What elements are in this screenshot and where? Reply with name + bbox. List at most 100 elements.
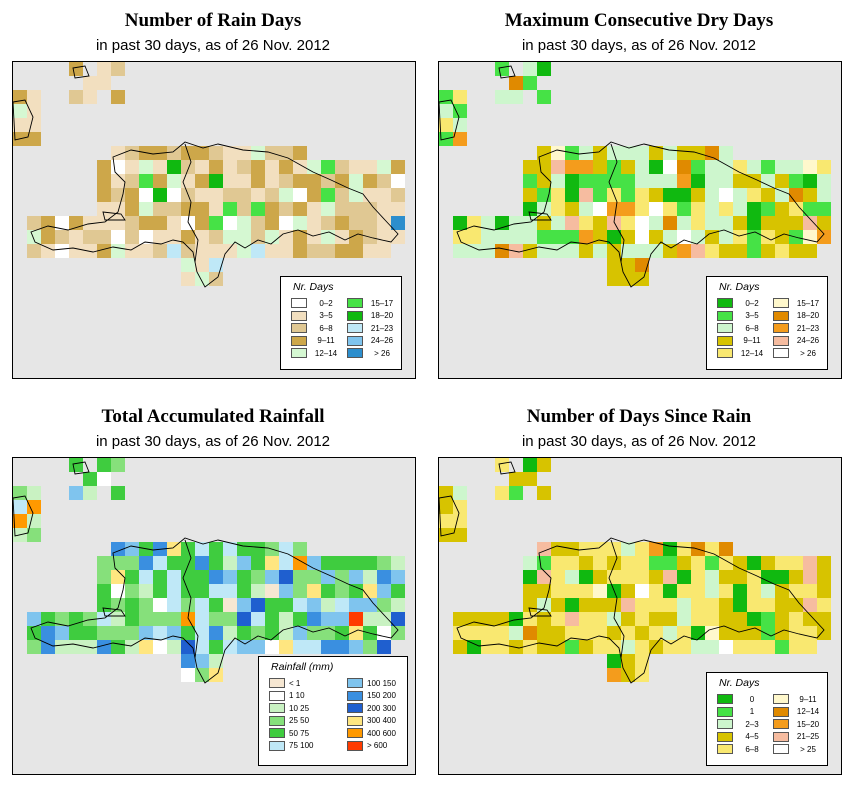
raster-cell: [537, 612, 551, 626]
raster-cell: [321, 216, 335, 230]
raster-cell: [677, 188, 691, 202]
raster-cell: [663, 584, 677, 598]
raster-cell: [635, 570, 649, 584]
raster-cell: [551, 146, 565, 160]
raster-cell: [551, 188, 565, 202]
legend: Rainfall (mm) < 1 1 10 10 25 25 50 50 75 75 1…: [258, 656, 408, 766]
raster-cell: [279, 174, 293, 188]
raster-cell: [621, 230, 635, 244]
raster-cell: [69, 230, 83, 244]
raster-cell: [537, 570, 551, 584]
raster-cell: [579, 216, 593, 230]
raster-cell: [551, 202, 565, 216]
raster-cell: [335, 584, 349, 598]
raster-cell: [307, 188, 321, 202]
legend-label: 2–3: [745, 719, 759, 729]
raster-cell: [705, 598, 719, 612]
raster-cell: [153, 216, 167, 230]
raster-cell: [111, 458, 125, 472]
raster-cell: [363, 244, 377, 258]
raster-cell: [139, 202, 153, 216]
raster-cell: [719, 244, 733, 258]
raster-cell: [209, 598, 223, 612]
raster-cell: [307, 174, 321, 188]
raster-cell: [495, 486, 509, 500]
raster-cell: [139, 640, 153, 654]
raster-cell: [363, 570, 377, 584]
legend-item: 24–26: [773, 335, 823, 348]
raster-cell: [719, 570, 733, 584]
legend-label: 15–20: [796, 719, 820, 729]
raster-cell: [69, 486, 83, 500]
raster-cell: [69, 244, 83, 258]
raster-cell: [705, 160, 719, 174]
raster-cell: [377, 598, 391, 612]
raster-cell: [209, 654, 223, 668]
raster-cell: [293, 188, 307, 202]
raster-cell: [335, 598, 349, 612]
raster-cell: [635, 202, 649, 216]
legend-swatch: [773, 744, 789, 755]
legend-label: 1 10: [289, 691, 305, 701]
raster-cell: [537, 598, 551, 612]
raster-cell: [579, 188, 593, 202]
raster-cell: [537, 626, 551, 640]
raster-cell: [565, 202, 579, 216]
raster-cell: [705, 542, 719, 556]
legend-item: 300 400: [347, 715, 419, 728]
legend-label: 24–26: [370, 336, 394, 346]
raster-cell: [733, 612, 747, 626]
raster-cell: [537, 90, 551, 104]
raster-cell: [349, 640, 363, 654]
raster-cell: [789, 216, 803, 230]
raster-cell: [775, 584, 789, 598]
raster-cell: [635, 188, 649, 202]
raster-cell: [565, 216, 579, 230]
raster-cell: [139, 216, 153, 230]
raster-cell: [27, 626, 41, 640]
raster-cell: [209, 216, 223, 230]
raster-cell: [335, 216, 349, 230]
map-dry-days: [438, 61, 842, 379]
raster-cell: [167, 570, 181, 584]
legend-label: 12–14: [740, 348, 764, 358]
raster-cell: [83, 230, 97, 244]
raster-cell: [593, 230, 607, 244]
raster-cell: [223, 612, 237, 626]
raster-cell: [579, 584, 593, 598]
raster-cell: [237, 598, 251, 612]
raster-cell: [27, 612, 41, 626]
legend-swatch: [773, 323, 789, 334]
raster-cell: [761, 598, 775, 612]
legend-item: 25 50: [269, 715, 341, 728]
raster-cell: [251, 174, 265, 188]
raster-cell: [537, 202, 551, 216]
raster-cell: [111, 598, 125, 612]
raster-cell: [621, 626, 635, 640]
raster-cell: [153, 612, 167, 626]
raster-cell: [125, 202, 139, 216]
raster-cell: [321, 160, 335, 174]
raster-cell: [649, 244, 663, 258]
raster-cell: [663, 160, 677, 174]
raster-cell: [649, 160, 663, 174]
raster-cell: [705, 570, 719, 584]
raster-cell: [551, 556, 565, 570]
raster-cell: [349, 230, 363, 244]
raster-cell: [195, 542, 209, 556]
raster-cell: [181, 230, 195, 244]
legend-swatch: [291, 310, 307, 321]
raster-cell: [593, 570, 607, 584]
raster-cell: [551, 584, 565, 598]
raster-cell: [321, 202, 335, 216]
legend-swatch: [269, 715, 285, 726]
raster-cell: [803, 216, 817, 230]
legend-swatch: [347, 348, 363, 359]
raster-cell: [537, 230, 551, 244]
raster-cell: [125, 146, 139, 160]
raster-cell: [209, 626, 223, 640]
raster-cell: [195, 174, 209, 188]
legend-item: 0–2: [291, 297, 341, 310]
legend-label: 15–17: [370, 298, 394, 308]
legend-item: 15–17: [773, 297, 823, 310]
